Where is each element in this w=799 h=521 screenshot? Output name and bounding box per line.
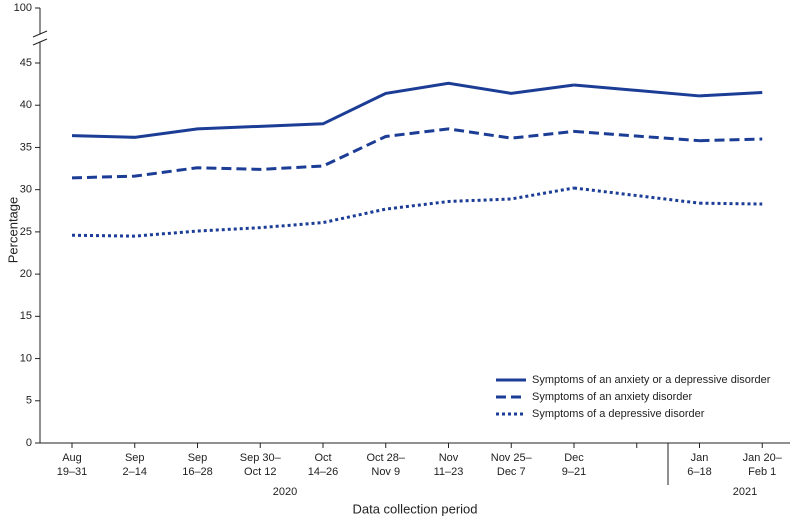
axis-break xyxy=(32,30,48,38)
x-tick-label: Oct xyxy=(314,452,331,464)
x-axis-label: Data collection period xyxy=(352,501,477,516)
year-label: 2021 xyxy=(733,486,757,498)
x-tick-label: Dec 7 xyxy=(497,466,526,478)
y-tick-label: 100 xyxy=(14,2,32,14)
series-line xyxy=(699,91,763,98)
y-tick-label: 30 xyxy=(20,184,32,196)
series-line xyxy=(699,201,763,206)
x-tick-label: Nov xyxy=(439,452,459,464)
axis-break xyxy=(32,38,48,46)
legend-label: Symptoms of an anxiety disorder xyxy=(532,391,693,403)
y-tick-label: 35 xyxy=(20,141,32,153)
x-tick-label: 6–18 xyxy=(687,466,711,478)
x-tick-label: Sep 30– xyxy=(240,452,282,464)
y-axis-label: Percentage xyxy=(5,197,20,264)
year-label: 2020 xyxy=(273,486,297,498)
x-tick-label: Jan xyxy=(691,452,709,464)
y-tick-label: 0 xyxy=(26,437,32,449)
x-tick-label: 11–23 xyxy=(434,466,464,478)
x-tick-label: Jan 20– xyxy=(743,452,783,464)
legend-label: Symptoms of a depressive disorder xyxy=(532,408,705,420)
x-tick-label: 2–14 xyxy=(123,466,147,478)
x-tick-label: 19–31 xyxy=(57,466,88,478)
y-tick-label: 20 xyxy=(20,268,32,280)
series-line xyxy=(71,81,575,139)
x-tick-label: 16–28 xyxy=(182,466,213,478)
x-tick-label: 9–21 xyxy=(562,466,586,478)
y-tick-label: 45 xyxy=(20,57,32,69)
y-tick-label: 25 xyxy=(20,226,32,238)
x-tick-label: Nov 9 xyxy=(371,466,400,478)
x-tick-label: Dec xyxy=(564,452,584,464)
y-tick-label: 40 xyxy=(20,99,32,111)
series-line xyxy=(71,186,575,238)
y-tick-label: 5 xyxy=(26,395,32,407)
x-tick-label: 14–26 xyxy=(308,466,339,478)
x-tick-label: Oct 12 xyxy=(244,466,276,478)
series-connector xyxy=(573,129,700,143)
x-tick-label: Sep xyxy=(125,452,145,464)
x-tick-label: Feb 1 xyxy=(748,466,776,478)
x-tick-label: Oct 28– xyxy=(366,452,405,464)
x-tick-label: Sep xyxy=(188,452,208,464)
y-tick-label: 10 xyxy=(20,352,32,364)
series-line xyxy=(71,127,575,180)
series-connector xyxy=(573,83,700,98)
series-connector xyxy=(573,186,700,205)
x-tick-label: Aug xyxy=(62,452,82,464)
x-tick-label: Nov 25– xyxy=(491,452,533,464)
legend-label: Symptoms of an anxiety or a depressive d… xyxy=(532,374,771,386)
y-tick-label: 15 xyxy=(20,310,32,322)
series-line xyxy=(699,137,763,143)
